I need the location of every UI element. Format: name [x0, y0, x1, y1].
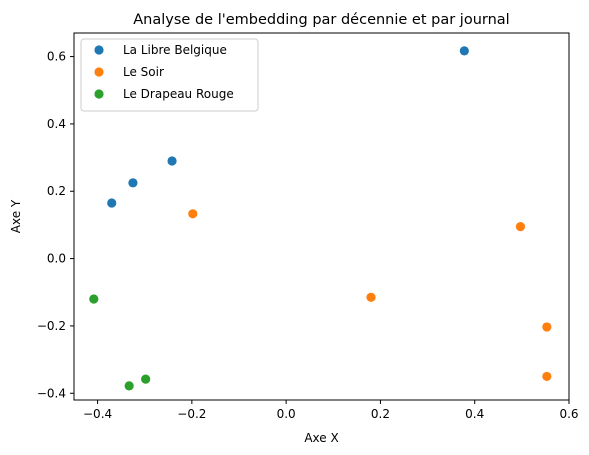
data-point [542, 371, 552, 382]
data-point [89, 294, 99, 304]
legend-box [80, 38, 259, 112]
y-axis-title: Axe Y [9, 199, 23, 233]
y-tick-label: −0.4 [37, 386, 66, 400]
data-point [366, 292, 376, 302]
data-point [542, 322, 552, 332]
x-tick-label: −0.4 [83, 407, 112, 421]
x-tick-label: 0.2 [371, 407, 390, 421]
x-tick-label: −0.2 [177, 407, 206, 421]
plot-marks [89, 46, 552, 391]
y-tick-label: 0.4 [47, 117, 66, 131]
data-point [107, 198, 117, 208]
data-point [515, 222, 526, 232]
data-point [459, 46, 469, 56]
y-tick-label: −0.2 [37, 319, 66, 333]
legend-marker [94, 45, 104, 55]
legend-label: La Libre Belgique [123, 43, 227, 57]
x-tick-label: 0.6 [559, 407, 578, 421]
series-2 [89, 294, 151, 391]
x-tick-label: 0.4 [465, 407, 484, 421]
legend-label: Le Soir [123, 65, 164, 79]
legend: La Libre Belgique Le Soir Le Drapeau Rouge [80, 38, 259, 112]
data-point [141, 374, 151, 384]
y-tick-label: 0.2 [47, 184, 66, 198]
x-axis-ticks: −0.4 −0.2 0.0 0.2 0.4 0.6 [83, 400, 579, 421]
legend-marker [94, 89, 104, 99]
data-point [167, 156, 177, 166]
y-axis-ticks: −0.4 −0.2 0.0 0.2 0.4 0.6 [37, 50, 74, 400]
data-point [188, 209, 198, 219]
x-axis-title: Axe X [304, 431, 338, 445]
legend-marker [94, 67, 104, 77]
plot-frame [73, 32, 570, 401]
series-0 [107, 46, 469, 208]
chart-title: Analyse de l'embedding par décennie et p… [133, 12, 509, 28]
y-tick-label: 0.6 [47, 50, 66, 64]
data-point [128, 178, 138, 188]
legend-label: Le Drapeau Rouge [123, 87, 234, 101]
data-point [124, 381, 134, 391]
y-tick-label: 0.0 [47, 252, 66, 266]
series-1 [188, 209, 552, 382]
x-tick-label: 0.0 [277, 407, 296, 421]
